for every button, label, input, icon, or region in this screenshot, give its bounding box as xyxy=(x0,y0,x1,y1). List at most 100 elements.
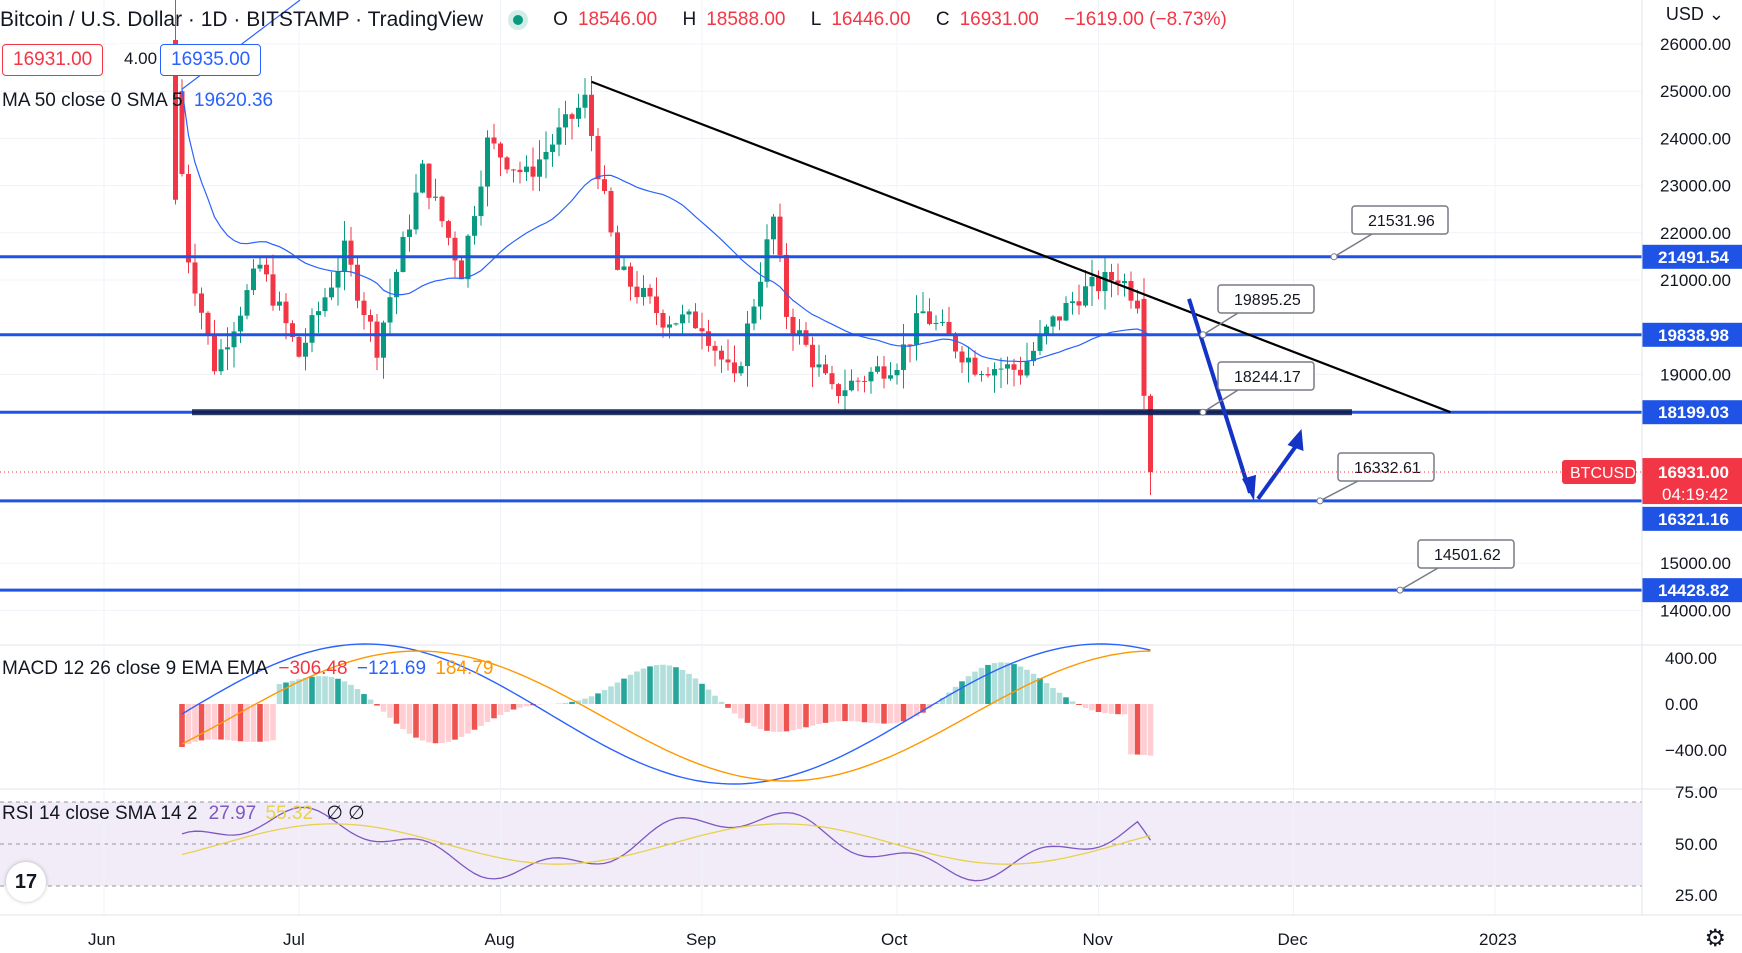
macd-histogram-bar xyxy=(387,704,393,718)
candle-body xyxy=(862,381,867,382)
rsi-legend[interactable]: RSI 14 close SMA 14 2 27.97 55.32 ∅ ∅ xyxy=(2,802,365,825)
macd-histogram-bar xyxy=(686,674,692,704)
candle-body xyxy=(199,293,204,312)
macd-histogram-bar xyxy=(966,676,972,704)
candle-body xyxy=(186,174,191,262)
macd-histogram-bar xyxy=(231,704,237,741)
macd-histogram-bar xyxy=(374,704,380,706)
macd-histogram-bar xyxy=(699,684,705,704)
ma-legend[interactable]: MA 50 close 0 SMA 5 19620.36 xyxy=(2,90,273,112)
macd-histogram-bar xyxy=(277,684,283,704)
candle-body xyxy=(732,362,737,373)
candle-body xyxy=(693,311,698,328)
macd-histogram-bar xyxy=(680,670,686,704)
macd-legend[interactable]: MACD 12 26 close 9 EMA EMA −306.48 −121.… xyxy=(2,658,493,680)
rsi-sma-value: 55.32 xyxy=(266,803,314,824)
candle-body xyxy=(622,266,627,269)
candle-body xyxy=(1064,303,1069,320)
macd-histogram-bar xyxy=(784,704,790,731)
macd-histogram-bar xyxy=(693,678,699,704)
macd-histogram-bar xyxy=(1115,704,1121,714)
symbol-title[interactable]: Bitcoin / U.S. Dollar · 1D · BITSTAMP · … xyxy=(0,8,483,32)
candle-body xyxy=(446,221,451,238)
macd-histogram-bar xyxy=(179,704,185,747)
candle-body xyxy=(700,328,705,331)
chevron-down-icon: ⌄ xyxy=(1709,4,1724,24)
arrow-head xyxy=(1242,475,1256,501)
macd-histogram-bar xyxy=(563,703,569,704)
macd-histogram-bar xyxy=(953,687,959,704)
macd-histogram-bar xyxy=(446,704,452,742)
gear-icon[interactable]: ⚙ xyxy=(1704,924,1726,953)
candle-body xyxy=(765,239,770,281)
macd-histogram-bar xyxy=(842,704,848,721)
candle-body xyxy=(407,229,412,236)
macd-histogram-bar xyxy=(589,696,595,704)
buy-price-button[interactable]: 16935.00 xyxy=(160,44,261,76)
macd-histogram-bar xyxy=(673,667,679,704)
candle-body xyxy=(856,381,861,382)
candle-body xyxy=(401,237,406,272)
macd-histogram-bar xyxy=(1037,678,1043,704)
macd-histogram-bar xyxy=(985,665,991,704)
candle-body xyxy=(264,265,269,275)
macd-histogram-bar xyxy=(810,704,816,726)
candle-body xyxy=(544,152,549,159)
macd-histogram-bar xyxy=(355,689,361,704)
macd-histogram-bar xyxy=(478,704,484,726)
macd-histogram-bar xyxy=(660,665,666,704)
macd-histogram-bar xyxy=(764,704,770,731)
candle-body xyxy=(1135,301,1140,309)
candle-body xyxy=(680,314,685,323)
candle-body xyxy=(355,265,360,301)
price-tick-label: 24000.00 xyxy=(1660,129,1731,148)
macd-histogram-bar xyxy=(797,704,803,729)
candle-body xyxy=(661,313,666,328)
macd-histogram-bar xyxy=(725,704,731,708)
macd-histogram-bar xyxy=(368,700,374,704)
tradingview-logo-icon[interactable]: 17 xyxy=(6,862,46,902)
macd-histogram-bar xyxy=(309,677,315,704)
candle-body xyxy=(193,262,198,293)
macd-histogram-bar xyxy=(400,704,406,729)
macd-histogram-bar xyxy=(537,704,543,705)
currency-selector[interactable]: USD ⌄ xyxy=(1666,4,1724,25)
macd-histogram-bar xyxy=(316,676,322,704)
macd-signal-value: 184.79 xyxy=(435,658,493,679)
candle-body xyxy=(804,330,809,345)
candle-body xyxy=(973,358,978,375)
callout-anchor xyxy=(1317,498,1323,504)
candle-body xyxy=(316,311,321,315)
candle-body xyxy=(674,323,679,324)
candle-body xyxy=(485,137,490,186)
candle-body xyxy=(368,315,373,322)
macd-histogram-bar xyxy=(1102,704,1108,713)
macd-histogram-bar xyxy=(257,704,263,742)
candle-body xyxy=(1122,281,1127,283)
sell-price-button[interactable]: 16931.00 xyxy=(2,44,103,76)
macd-histogram-bar xyxy=(667,665,673,704)
open-value: 18546.00 xyxy=(578,9,657,30)
macd-histogram-bar xyxy=(1070,701,1076,704)
price-tick-label: 22000.00 xyxy=(1660,224,1731,243)
candle-body xyxy=(505,157,510,169)
candle-body xyxy=(1148,396,1153,472)
candle-body xyxy=(303,343,308,357)
macd-histogram-bar xyxy=(849,704,855,721)
rsi-value: 27.97 xyxy=(209,803,257,824)
price-tick-label: 15000.00 xyxy=(1660,554,1731,573)
macd-histogram-bar xyxy=(485,704,491,722)
time-label: Sep xyxy=(686,930,716,949)
candle-body xyxy=(1083,286,1088,305)
candle-body xyxy=(550,145,555,152)
macd-histogram-bar xyxy=(959,681,965,704)
macd-histogram-bar xyxy=(654,665,660,704)
candle-body xyxy=(823,364,828,373)
candle-body xyxy=(901,344,906,370)
candle-body xyxy=(1025,361,1030,375)
macd-histogram-bar xyxy=(602,690,608,704)
candle-body xyxy=(212,334,217,371)
candle-body xyxy=(219,349,224,371)
candle-body xyxy=(654,296,659,312)
